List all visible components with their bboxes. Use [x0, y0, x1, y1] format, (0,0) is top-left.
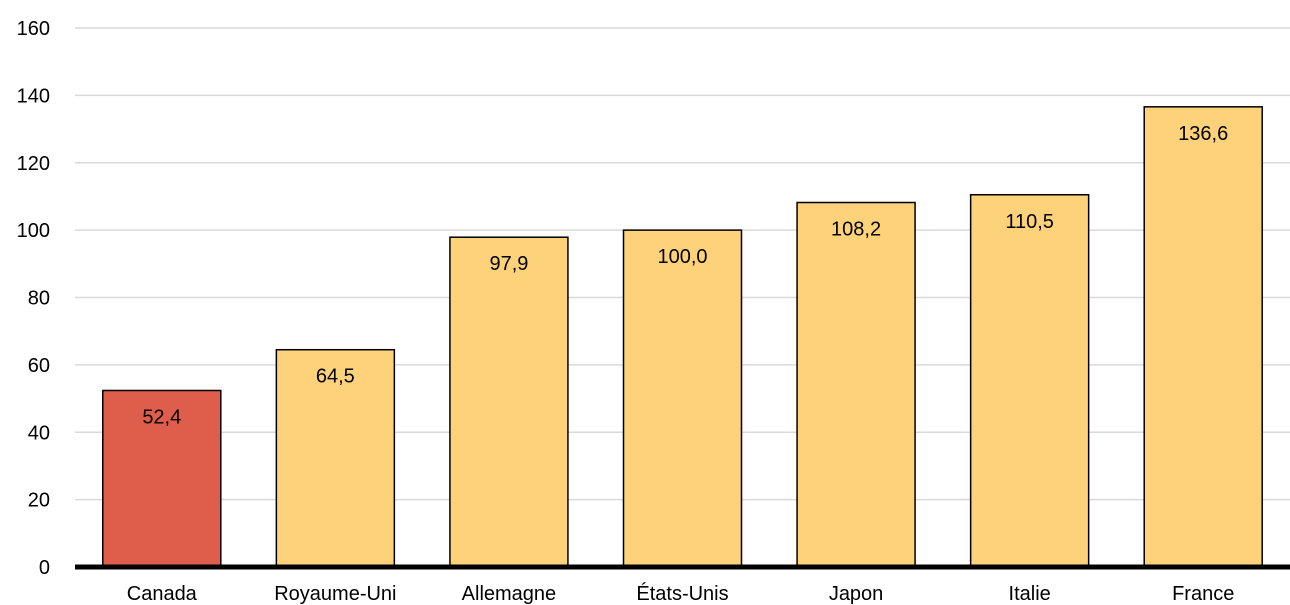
category-label: Canada: [127, 583, 198, 605]
y-tick-label: 20: [28, 490, 50, 512]
y-tick-label: 100: [17, 220, 50, 242]
bar: [796, 201, 916, 568]
category-label: Japon: [829, 583, 884, 605]
bar: [969, 194, 1090, 568]
y-tick-label: 0: [39, 557, 50, 579]
bar: [1143, 106, 1263, 568]
bars: [102, 106, 1263, 568]
bar: [102, 389, 222, 568]
data-label: 97,9: [489, 253, 528, 275]
data-label: 110,5: [1005, 211, 1054, 233]
data-label: 64,5: [316, 366, 355, 388]
y-tick-label: 40: [28, 422, 50, 444]
category-label: France: [1172, 583, 1234, 605]
bar: [622, 229, 743, 568]
category-label: Allemagne: [462, 583, 557, 605]
category-label: Royaume-Uni: [274, 583, 396, 605]
category-label: États-Unis: [636, 582, 728, 605]
bar: [449, 236, 569, 568]
data-label: 52,4: [142, 406, 181, 428]
y-tick-label: 60: [28, 355, 50, 377]
data-label: 108,2: [831, 219, 881, 241]
category-label: Italie: [1009, 583, 1051, 605]
y-tick-label: 80: [28, 288, 50, 310]
y-tick-label: 120: [17, 153, 50, 175]
y-tick-label: 160: [17, 18, 50, 40]
y-axis-tick-labels: 0 20 40 60 80 100 120 140 160: [17, 18, 50, 579]
y-tick-label: 140: [17, 85, 50, 107]
bar: [275, 348, 396, 568]
data-label: 136,6: [1178, 123, 1228, 145]
data-labels: 52,4 64,5 97,9 100,0 108,2 110,5 136,6: [142, 123, 1228, 429]
data-label: 100,0: [657, 246, 707, 268]
category-labels: Canada Royaume-Uni Allemagne États-Unis Japo…: [127, 582, 1235, 605]
